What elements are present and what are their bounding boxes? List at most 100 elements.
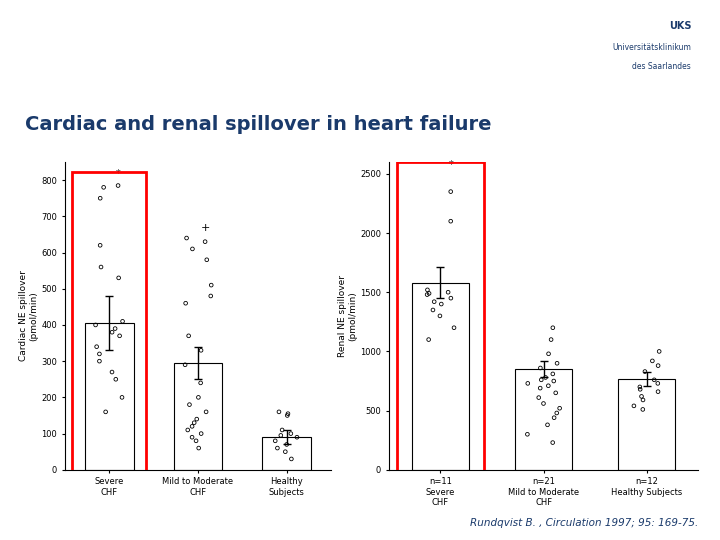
- Point: [536, 375, 547, 384]
- Point: [112, 181, 124, 190]
- Text: Rundqvist B. , Circulation 1997; 95: 169-75.: Rundqvist B. , Circulation 1997; 95: 169…: [470, 518, 698, 528]
- Point: [445, 217, 456, 226]
- Text: *: *: [449, 160, 453, 170]
- Point: [269, 436, 281, 445]
- Point: [549, 414, 560, 422]
- Point: [180, 299, 192, 308]
- Point: [543, 349, 554, 358]
- Point: [286, 455, 297, 463]
- Point: [179, 361, 191, 369]
- Point: [639, 367, 651, 376]
- Point: [109, 324, 121, 333]
- Point: [442, 288, 454, 296]
- Point: [195, 346, 207, 355]
- Point: [423, 335, 434, 344]
- Point: [550, 389, 562, 397]
- Point: [554, 404, 565, 413]
- Point: [107, 368, 118, 376]
- Point: [534, 384, 546, 393]
- Point: [654, 347, 665, 356]
- Point: [182, 426, 194, 434]
- Point: [193, 444, 204, 453]
- Point: [533, 393, 544, 402]
- Point: [186, 433, 198, 442]
- Point: [521, 430, 533, 438]
- Point: [195, 379, 207, 387]
- Point: [183, 332, 194, 340]
- Point: [116, 393, 127, 402]
- Point: [186, 245, 198, 253]
- Point: [634, 385, 646, 394]
- Point: [285, 429, 297, 438]
- Point: [535, 363, 546, 372]
- Point: [637, 405, 649, 414]
- Point: [552, 359, 563, 368]
- Point: [110, 375, 122, 383]
- Point: [107, 328, 118, 336]
- Point: [117, 317, 128, 326]
- Point: [421, 291, 433, 299]
- Point: [276, 426, 288, 434]
- Text: UKS: UKS: [669, 21, 691, 31]
- Point: [95, 262, 107, 271]
- Point: [547, 323, 559, 332]
- Point: [195, 429, 207, 438]
- Point: [628, 402, 639, 410]
- Point: [541, 421, 553, 429]
- Point: [637, 396, 649, 404]
- Point: [100, 408, 112, 416]
- Point: [428, 298, 440, 306]
- Point: [193, 393, 204, 402]
- Point: [94, 357, 105, 366]
- Point: [200, 408, 212, 416]
- Bar: [397, 162, 484, 481]
- Bar: [72, 172, 146, 482]
- Point: [90, 321, 102, 329]
- Y-axis label: Renal NE spillover
(pmol/min): Renal NE spillover (pmol/min): [338, 275, 357, 357]
- Point: [94, 194, 106, 202]
- Text: *: *: [116, 169, 120, 179]
- Point: [436, 300, 447, 308]
- Point: [545, 335, 557, 344]
- Point: [94, 349, 105, 358]
- Point: [113, 274, 125, 282]
- Point: [634, 383, 646, 391]
- Text: UKS: UKS: [0, 17, 129, 75]
- Bar: [85, 323, 134, 470]
- Point: [199, 238, 211, 246]
- Point: [652, 387, 664, 396]
- Bar: [412, 283, 469, 470]
- Point: [423, 289, 435, 298]
- Point: [205, 292, 217, 300]
- Point: [548, 377, 559, 386]
- Point: [445, 294, 456, 302]
- Point: [551, 409, 562, 417]
- Point: [205, 281, 217, 289]
- Point: [98, 183, 109, 192]
- Bar: [618, 379, 675, 470]
- Point: [291, 433, 302, 442]
- Point: [427, 306, 438, 314]
- Point: [282, 409, 294, 418]
- Point: [543, 381, 554, 390]
- Point: [186, 422, 198, 431]
- Point: [273, 408, 284, 416]
- Point: [422, 286, 433, 294]
- Point: [652, 361, 664, 370]
- Point: [281, 440, 292, 449]
- Y-axis label: Cardiac NE spillover
(pmol/min): Cardiac NE spillover (pmol/min): [19, 271, 38, 361]
- Point: [184, 400, 195, 409]
- Text: Cardiac and renal spillover in heart failure: Cardiac and renal spillover in heart fai…: [25, 114, 492, 134]
- Bar: [262, 437, 311, 470]
- Point: [282, 411, 293, 420]
- Point: [547, 438, 559, 447]
- Point: [181, 234, 192, 242]
- Text: Universitätsklinikum: Universitätsklinikum: [612, 43, 691, 52]
- Point: [647, 356, 658, 365]
- Bar: [516, 369, 572, 470]
- Point: [547, 369, 559, 378]
- Point: [434, 312, 446, 320]
- Bar: [174, 363, 222, 470]
- Point: [91, 342, 102, 351]
- Point: [275, 431, 287, 440]
